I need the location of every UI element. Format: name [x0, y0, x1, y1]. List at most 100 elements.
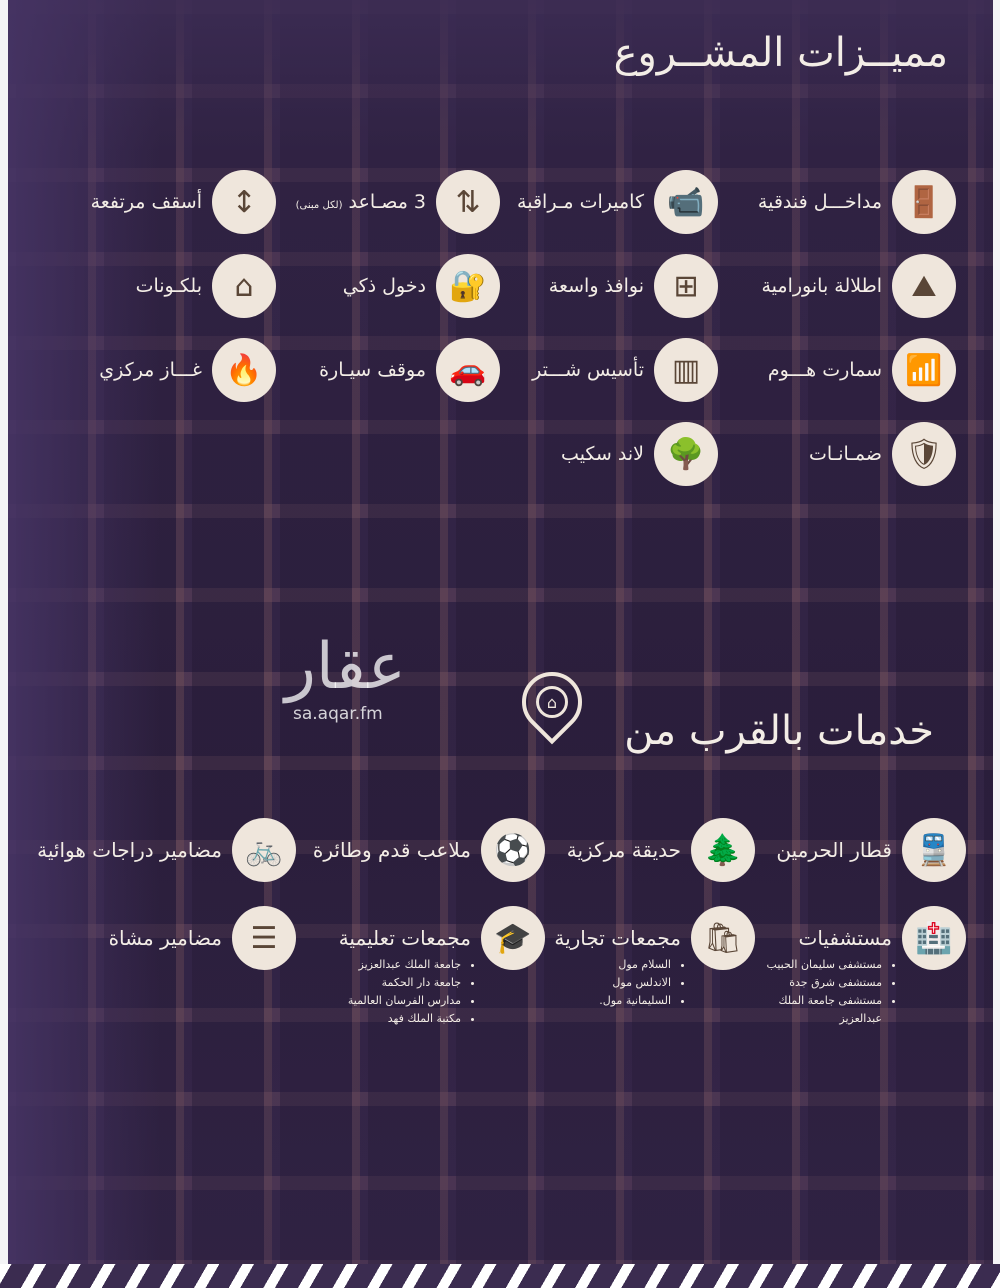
education-icon: 🎓: [481, 906, 545, 970]
park-icon: 🌲: [691, 818, 755, 882]
sublist-item: جامعة الملك عبدالعزيز: [348, 956, 462, 974]
shopping-bag-icon: 🛍: [691, 906, 755, 970]
walkway-icon: ☰: [232, 906, 296, 970]
service-item: ☰ مضامير مشاة: [109, 906, 296, 970]
feature-label-text: مداخـــل فندقية: [757, 191, 882, 213]
feature-label-text: سمارت هـــوم: [767, 359, 882, 381]
smart-lock-icon: 🔐: [436, 254, 500, 318]
feature-label: دخول ذكي: [343, 275, 426, 297]
ceiling-height-icon: ↕: [212, 170, 276, 234]
service-item: 🎓 مجمعات تعليمية: [339, 906, 545, 970]
building-background: [8, 0, 993, 1288]
feature-label: نوافذ واسعة: [549, 275, 644, 297]
service-sublist: السلام مولالاندلس مولالسليمانية مول.: [599, 956, 685, 1010]
service-label: مجمعات تجارية: [554, 926, 681, 950]
background-fade: [0, 0, 160, 1288]
feature-label: مداخـــل فندقية: [758, 191, 882, 213]
feature-label: 3 مصـاعد (لكل مبنى): [296, 191, 426, 213]
aqar-url: sa.aqar.fm: [293, 704, 383, 724]
panorama-icon: ⛰: [892, 254, 956, 318]
feature-label: غـــاز مركزي: [99, 359, 202, 381]
feature-item: 🚗 موقف سيـارة: [319, 338, 500, 402]
zigzag-border: [0, 1264, 1000, 1288]
feature-label: أسقف مرتفعة: [91, 191, 202, 213]
sublist-item: الاندلس مول: [599, 974, 671, 992]
elevator-icon: ⇅: [436, 170, 500, 234]
feature-label-text: غـــاز مركزي: [99, 359, 202, 381]
bicycle-icon: 🚲: [232, 818, 296, 882]
feature-item: ↕ أسقف مرتفعة: [91, 170, 276, 234]
hospital-icon: 🏥: [902, 906, 966, 970]
window-icon: ⊞: [654, 254, 718, 318]
service-item: 🚆 قطار الحرمين: [776, 818, 966, 882]
feature-label-text: موقف سيـارة: [319, 359, 426, 381]
sublist-item: جامعة دار الحكمة: [348, 974, 461, 992]
feature-item: 🛡 ضمـانـات: [809, 422, 956, 486]
feature-label: ضمـانـات: [809, 443, 882, 465]
train-icon: 🚆: [902, 818, 966, 882]
feature-label-text: أسقف مرتفعة: [90, 191, 202, 213]
feature-item: ⌂ بلكـونات: [136, 254, 276, 318]
feature-label: تأسيس شـــتر: [532, 359, 644, 381]
feature-item: ⊞ نوافذ واسعة: [549, 254, 718, 318]
left-border: [0, 0, 8, 1288]
service-label: قطار الحرمين: [776, 838, 892, 862]
feature-label: موقف سيـارة: [319, 359, 426, 381]
right-border: [993, 0, 1000, 1288]
shutter-icon: ▥: [654, 338, 718, 402]
service-label: حديقة مركزية: [566, 838, 681, 862]
feature-label-text: كاميرات مـراقبة: [517, 191, 644, 213]
service-label: مضامير دراجات هوائية: [37, 838, 222, 862]
services-title: خدمات بالقرب من: [624, 708, 934, 754]
service-sublist: مستشفى سليمان الحبيبمستشفى شرق جدةمستشفى…: [767, 956, 896, 1028]
sublist-item: السلام مول: [599, 956, 671, 974]
feature-item: 🔥 غـــاز مركزي: [99, 338, 276, 402]
feature-label-text: دخول ذكي: [342, 275, 426, 297]
features-title: مميــزات المشــروع: [613, 30, 948, 76]
sublist-item: مستشفى شرق جدة: [767, 974, 882, 992]
feature-item: ⇅ 3 مصـاعد (لكل مبنى): [296, 170, 500, 234]
door-icon: 🚪: [892, 170, 956, 234]
service-item: 🚲 مضامير دراجات هوائية: [37, 818, 296, 882]
feature-label: سمارت هـــوم: [768, 359, 882, 381]
sublist-item: مستشفى جامعة الملك: [767, 992, 883, 1010]
feature-label: بلكـونات: [136, 275, 202, 297]
feature-label: اطلالة بانورامية: [762, 275, 883, 297]
landscape-icon: 🌳: [654, 422, 718, 486]
parking-icon: 🚗: [436, 338, 500, 402]
shield-icon: 🛡: [892, 422, 956, 486]
feature-note: (لكل مبنى): [295, 200, 343, 211]
feature-item: 🌳 لاند سكيب: [561, 422, 718, 486]
feature-item: 📹 كاميرات مـراقبة: [517, 170, 718, 234]
feature-label: كاميرات مـراقبة: [517, 191, 644, 213]
service-item: 🌲 حديقة مركزية: [567, 818, 755, 882]
service-label: ملاعب قدم وطائرة: [312, 838, 471, 862]
sublist-item: مستشفى سليمان الحبيب: [767, 956, 882, 974]
service-label: مستشفيات: [798, 926, 892, 950]
sublist-item: السليمانية مول.: [599, 992, 671, 1010]
feature-label: لاند سكيب: [561, 443, 644, 465]
sublist-item: مكتبة الملك فهد: [348, 1010, 461, 1028]
service-item: ⚽ ملاعب قدم وطائرة: [313, 818, 545, 882]
smart-home-icon: 📶: [892, 338, 956, 402]
service-label: مضامير مشاة: [108, 926, 222, 950]
camera-icon: 📹: [654, 170, 718, 234]
feature-label-text: ضمـانـات: [808, 443, 882, 465]
feature-label-text: اطلالة بانورامية: [761, 275, 883, 297]
home-icon: ⌂: [536, 686, 568, 718]
gas-cylinder-icon: 🔥: [212, 338, 276, 402]
service-item: 🏥 مستشفيات: [798, 906, 966, 970]
feature-item: 📶 سمارت هـــوم: [768, 338, 956, 402]
service-label: مجمعات تعليمية: [338, 926, 471, 950]
feature-label-text: بلكـونات: [135, 275, 202, 297]
service-item: 🛍 مجمعات تجارية: [554, 906, 755, 970]
feature-item: 🚪 مداخـــل فندقية: [758, 170, 956, 234]
feature-item: ⛰ اطلالة بانورامية: [762, 254, 956, 318]
aqar-logo: عقار: [285, 630, 406, 704]
feature-label-text: نوافذ واسعة: [548, 275, 644, 297]
feature-label-text: لاند سكيب: [561, 443, 644, 465]
feature-item: ▥ تأسيس شـــتر: [532, 338, 718, 402]
balcony-icon: ⌂: [212, 254, 276, 318]
feature-label-text: تأسيس شـــتر: [532, 359, 644, 381]
feature-item: 🔐 دخول ذكي: [343, 254, 500, 318]
